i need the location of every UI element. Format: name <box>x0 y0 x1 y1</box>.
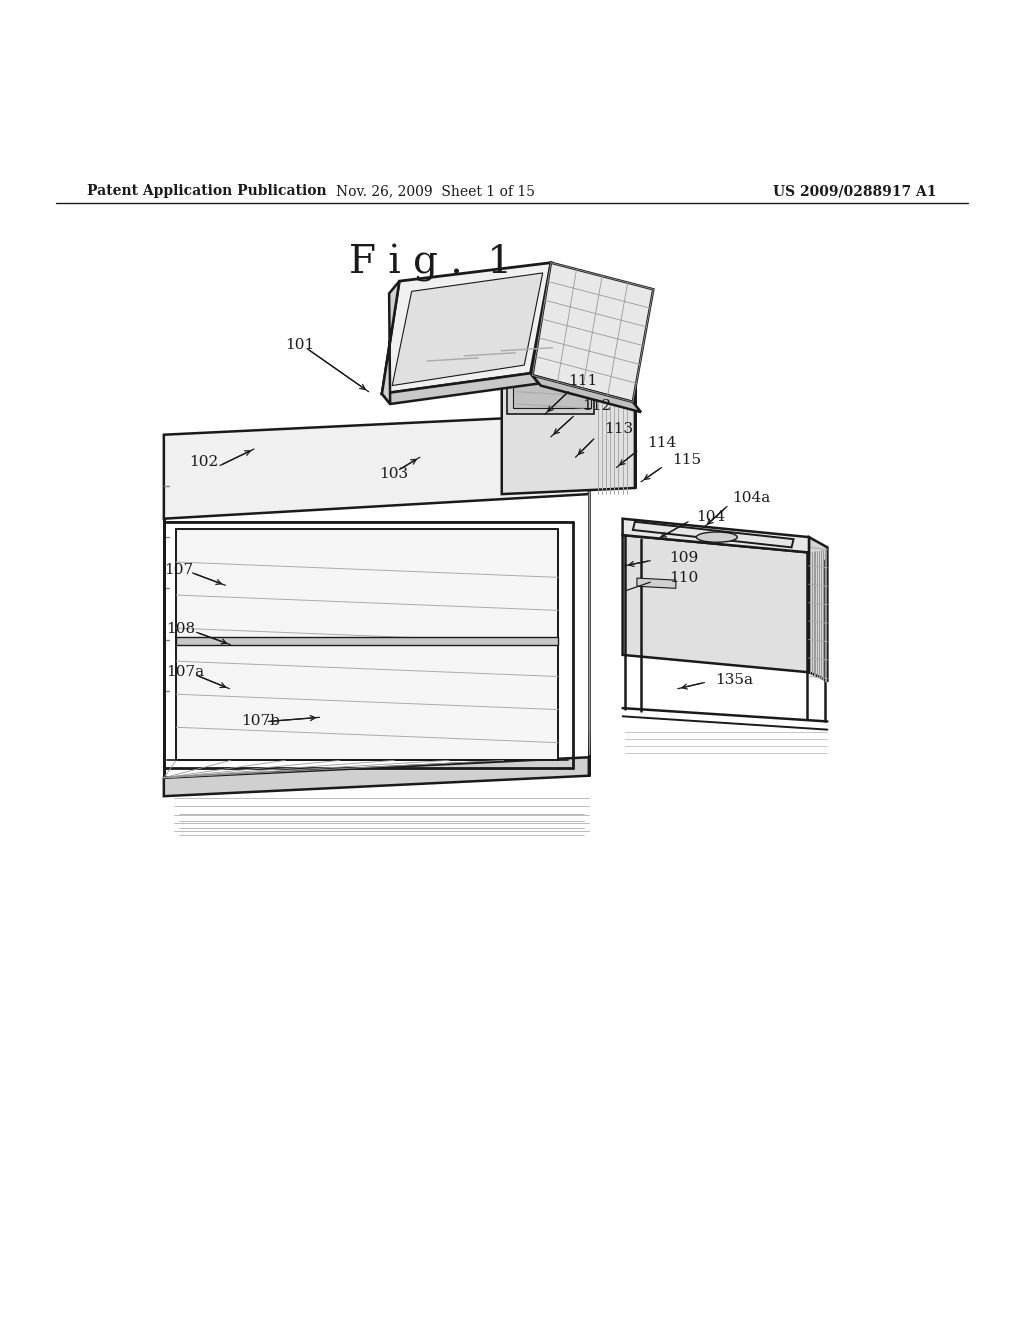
Text: 102: 102 <box>189 455 219 470</box>
Polygon shape <box>637 578 676 589</box>
Text: 101: 101 <box>285 338 314 351</box>
Polygon shape <box>382 281 399 404</box>
Polygon shape <box>623 519 809 553</box>
Polygon shape <box>809 537 827 681</box>
Text: 107: 107 <box>164 562 193 577</box>
Polygon shape <box>507 352 594 414</box>
Polygon shape <box>633 521 794 548</box>
Text: 103: 103 <box>379 467 408 480</box>
Text: 104: 104 <box>696 510 726 524</box>
Text: 111: 111 <box>568 375 598 388</box>
Text: Nov. 26, 2009  Sheet 1 of 15: Nov. 26, 2009 Sheet 1 of 15 <box>336 183 535 198</box>
Polygon shape <box>176 638 558 644</box>
Text: 108: 108 <box>166 622 195 636</box>
Text: 107b: 107b <box>241 714 280 729</box>
Text: Patent Application Publication: Patent Application Publication <box>87 183 327 198</box>
Text: 107a: 107a <box>166 665 204 680</box>
Ellipse shape <box>696 532 737 543</box>
Text: 104a: 104a <box>732 491 770 506</box>
Text: F i g .  1: F i g . 1 <box>348 244 512 281</box>
Text: 114: 114 <box>647 436 677 450</box>
Polygon shape <box>502 293 635 494</box>
Polygon shape <box>382 374 539 404</box>
Text: US 2009/0288917 A1: US 2009/0288917 A1 <box>773 183 937 198</box>
Polygon shape <box>164 414 589 519</box>
Text: 113: 113 <box>604 421 633 436</box>
Text: 112: 112 <box>582 399 611 413</box>
Polygon shape <box>176 529 558 760</box>
Polygon shape <box>532 375 641 412</box>
Polygon shape <box>548 288 566 374</box>
Text: 115: 115 <box>672 453 700 467</box>
Polygon shape <box>392 273 543 385</box>
Polygon shape <box>623 535 809 672</box>
Polygon shape <box>164 758 589 796</box>
Text: 109: 109 <box>669 550 698 565</box>
Text: 110: 110 <box>669 572 698 585</box>
Polygon shape <box>382 263 551 393</box>
Polygon shape <box>512 293 548 374</box>
Polygon shape <box>513 359 591 408</box>
Polygon shape <box>532 263 653 403</box>
Text: 135a: 135a <box>715 673 753 688</box>
Polygon shape <box>502 286 635 300</box>
